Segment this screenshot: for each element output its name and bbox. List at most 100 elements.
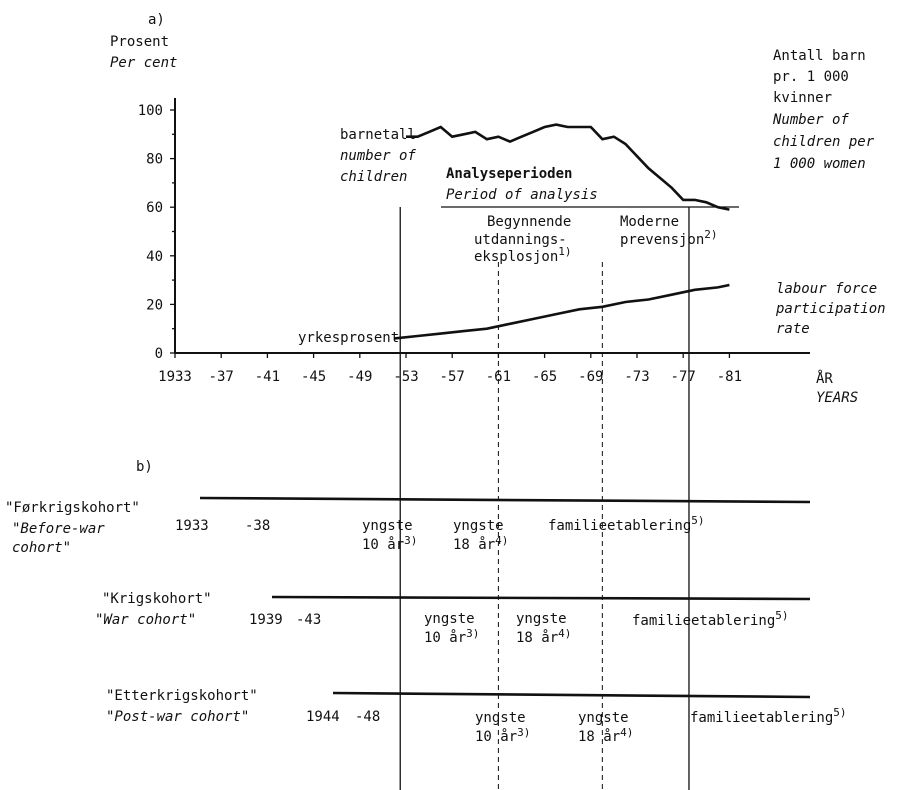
stage-youngest-18-note: 4) [620,726,633,739]
cohort-start-year: 1939 [249,612,283,628]
cohort-timeline [271,595,811,601]
right-title-english-2: children per [773,134,875,150]
svg-text:familieetablering5): familieetablering5) [632,609,789,629]
cohort-name: "Førkrigskohort" [5,500,140,516]
education-label-line-1: Begynnende [487,214,571,230]
right-axis-title: Antall barn pr. 1 000 kvinner Number of … [772,48,875,172]
cohort-name: "Etterkrigskohort" [106,688,258,704]
svg-text:10 år3): 10 år3) [424,627,479,646]
lfp-series-label: yrkesprosent [298,330,399,346]
stage-youngest-18-line-1: yngste [516,611,567,627]
contraception-label: Moderne prevensjon2) [620,214,718,248]
cohort-start-year: 1944 [306,709,340,725]
stage-youngest-10-line-2: 10 år [475,728,517,745]
x-tick-label: -69 [578,369,603,385]
x-axis-unit-english: YEARS [816,390,858,406]
x-tick-label: -81 [717,369,742,385]
stage-youngest-10-note: 3) [466,627,479,640]
stage-youngest-18-note: 4) [558,627,571,640]
stage-youngest-10-note: 3) [517,726,530,739]
cohort-end-year: -38 [245,518,270,534]
stage-family-note: 5) [833,706,846,719]
cohort-timeline [199,496,811,504]
svg-text:familieetablering5): familieetablering5) [548,514,705,534]
children-series-label: barnetall [340,127,416,143]
x-tick-label: -37 [209,369,234,385]
x-tick-label: -61 [486,369,511,385]
education-label-line-3: eksplosjon [474,249,558,265]
cohort-name-english-1: "Post-war cohort" [106,709,249,725]
education-explosion-label: Begynnende utdannings- eksplosjon1) [474,214,572,265]
cohort-before-war: "Førkrigskohort" "Before-war cohort" 193… [5,496,811,556]
period-title: Analyseperioden [446,166,572,182]
stage-youngest-18-line-1: yngste [578,710,629,726]
stage-youngest-10-line-1: yngste [475,710,526,726]
stage-youngest-18-line-2: 18 år [516,629,558,646]
stage-youngest-10-line-1: yngste [362,518,413,534]
x-tick-label: -57 [440,369,465,385]
panel-a-label: a) [148,12,165,28]
stage-family-note: 5) [775,609,788,622]
cohort-timeline [332,691,811,699]
stage-family-establishment: familieetablering [632,613,775,629]
children-series-label-english-1: number of [340,148,416,164]
stage-family-establishment: familieetablering [690,710,833,726]
y-tick-label: 0 [155,346,163,362]
stage-youngest-18-line-2: 18 år [578,728,620,745]
svg-text:prevensjon2): prevensjon2) [620,228,718,248]
svg-text:eksplosjon1): eksplosjon1) [474,245,572,265]
x-tick-label: -41 [255,369,280,385]
y-tick-label: 20 [146,297,163,313]
panel-b-label: b) [136,459,153,475]
svg-text:10 år3): 10 år3) [362,534,417,553]
contraception-note: 2) [704,228,717,241]
cohort-name-english-2: cohort" [12,540,71,556]
svg-text:18 år4): 18 år4) [516,627,571,646]
x-tick-label: -49 [347,369,372,385]
stage-youngest-10-line-2: 10 år [362,536,404,553]
cohort-name-english-1: "Before-war [12,521,105,537]
stage-family-establishment: familieetablering [548,518,691,534]
cohort-start-year: 1933 [175,518,209,534]
x-tick-label: -45 [301,369,326,385]
y-tick-label: 100 [138,103,163,119]
right-title-english-3: 1 000 women [773,156,866,172]
lfp-series-label-english-3: rate [776,321,810,337]
cohort-end-year: -43 [296,612,321,628]
x-tick-label: -53 [393,369,418,385]
contraception-label-line-2: prevensjon [620,232,704,248]
y-tick-label: 60 [146,200,163,216]
right-title-line-1: Antall barn [773,48,866,64]
y-axis-title: Prosent [110,34,169,50]
education-label-line-2: utdannings- [474,232,567,248]
x-axis-unit: ÅR [816,370,833,387]
stage-youngest-18-line-1: yngste [453,518,504,534]
cohort-post-war: "Etterkrigskohort" "Post-war cohort" 194… [106,688,847,745]
svg-text:10 år3): 10 år3) [475,726,530,745]
y-tick-label: 40 [146,249,163,265]
right-title-line-3: kvinner [773,90,832,106]
children-per-1000-women-line [406,123,730,211]
stage-youngest-10-note: 3) [404,534,417,547]
y-tick-label: 80 [146,152,163,168]
contraception-label-line-1: Moderne [620,214,679,230]
right-title-line-2: pr. 1 000 [773,69,849,85]
y-axis-title-english: Per cent [110,55,177,71]
labour-force-participation-line [394,283,730,340]
svg-text:familieetablering5): familieetablering5) [690,706,847,726]
x-tick-label: -77 [671,369,696,385]
right-title-english-1: Number of [772,112,849,128]
cohort-name: "Krigskohort" [102,591,212,607]
stage-family-note: 5) [691,514,704,527]
cohort-end-year: -48 [355,709,380,725]
lfp-series-label-english-1: labour force [776,281,877,297]
education-note: 1) [558,245,571,258]
stage-youngest-10-line-1: yngste [424,611,475,627]
lfp-series-label-english-2: participation [775,301,886,317]
stage-youngest-10-line-2: 10 år [424,629,466,646]
x-tick-label: 1933 [158,369,192,385]
svg-text:18 år4): 18 år4) [578,726,633,745]
svg-text:18 år4): 18 år4) [453,534,508,553]
stage-youngest-18-note: 4) [495,534,508,547]
